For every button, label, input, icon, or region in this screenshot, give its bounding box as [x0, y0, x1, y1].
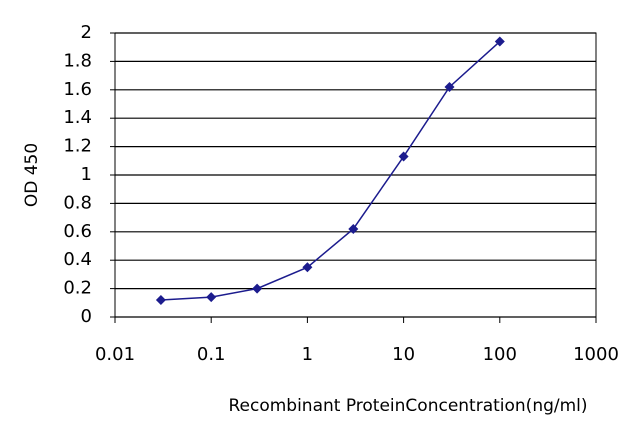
y-tick-label: 0 [81, 306, 92, 327]
y-tick-label: 0.2 [63, 278, 92, 299]
y-tick-label: 0.8 [63, 192, 92, 213]
x-tick-label: 0.01 [95, 344, 135, 365]
y-axis-label: OD 450 [22, 143, 42, 207]
x-tick-label: 1000 [573, 344, 619, 365]
data-point [206, 292, 217, 303]
y-tick-label: 2 [81, 22, 92, 43]
y-tick-label: 0.6 [63, 221, 92, 242]
data-point [302, 262, 313, 273]
y-tick-label: 1.4 [63, 107, 92, 128]
x-axis-label: Recombinant ProteinConcentration(ng/ml) [228, 396, 587, 416]
data-point [444, 81, 455, 92]
y-tick-label: 1.8 [63, 50, 92, 71]
y-tick-label: 1.2 [63, 136, 92, 157]
data-point [348, 223, 359, 234]
y-tick-label: 1.6 [63, 79, 92, 100]
data-point [252, 283, 263, 294]
y-tick-label: 1 [81, 164, 92, 185]
data-point [494, 36, 505, 47]
x-tick-label: 1 [302, 344, 313, 365]
x-tick-label: 0.1 [197, 344, 226, 365]
data-point [155, 294, 166, 305]
data-point [398, 151, 409, 162]
x-tick-label: 100 [483, 344, 517, 365]
x-tick-label: 10 [392, 344, 415, 365]
y-tick-label: 0.4 [63, 249, 92, 270]
data-line [160, 40, 501, 301]
